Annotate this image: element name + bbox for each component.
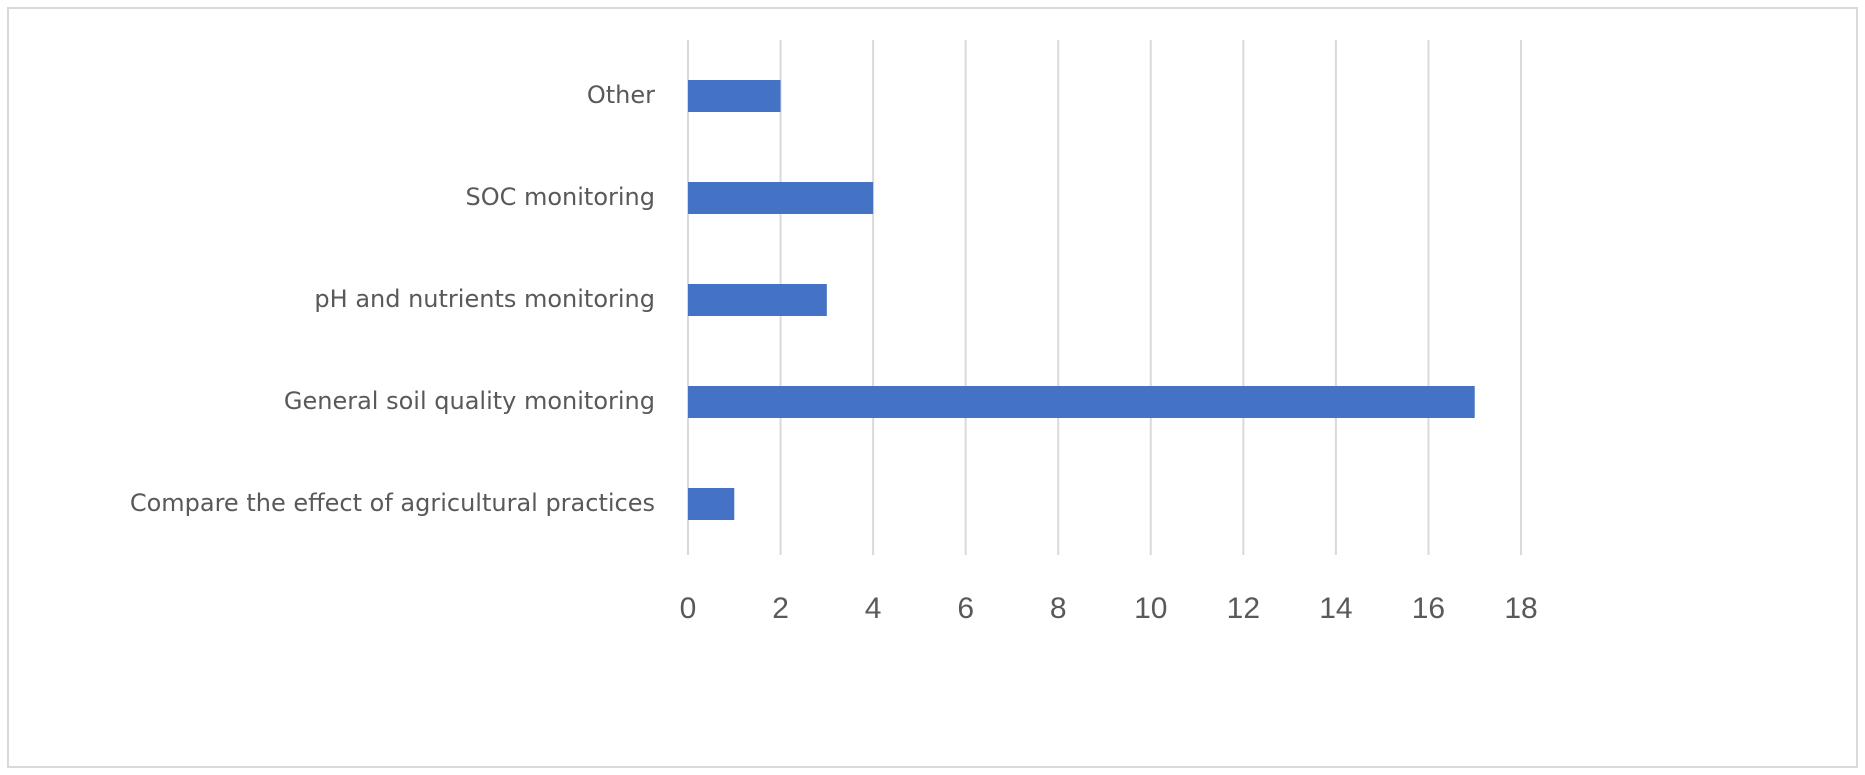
bar bbox=[688, 182, 874, 214]
y-tick-label: Compare the effect of agricultural pract… bbox=[130, 489, 655, 517]
x-tick-label: 0 bbox=[680, 592, 697, 625]
x-tick-label: 12 bbox=[1227, 592, 1260, 625]
y-tick-label: SOC monitoring bbox=[465, 183, 655, 211]
bar bbox=[688, 80, 781, 112]
bar bbox=[688, 284, 827, 316]
x-tick-label: 10 bbox=[1134, 592, 1167, 625]
y-tick-label: pH and nutrients monitoring bbox=[314, 285, 655, 313]
x-tick-label: 2 bbox=[772, 592, 789, 625]
y-tick-label: Other bbox=[587, 81, 655, 109]
x-tick-label: 16 bbox=[1412, 592, 1445, 625]
x-tick-label: 6 bbox=[957, 592, 974, 625]
x-tick-label: 14 bbox=[1319, 592, 1352, 625]
bar bbox=[688, 488, 735, 520]
x-tick-label: 8 bbox=[1050, 592, 1067, 625]
bar bbox=[688, 386, 1475, 418]
x-tick-label: 18 bbox=[1504, 592, 1537, 625]
y-tick-label: General soil quality monitoring bbox=[284, 387, 655, 415]
x-tick-label: 4 bbox=[865, 592, 882, 625]
